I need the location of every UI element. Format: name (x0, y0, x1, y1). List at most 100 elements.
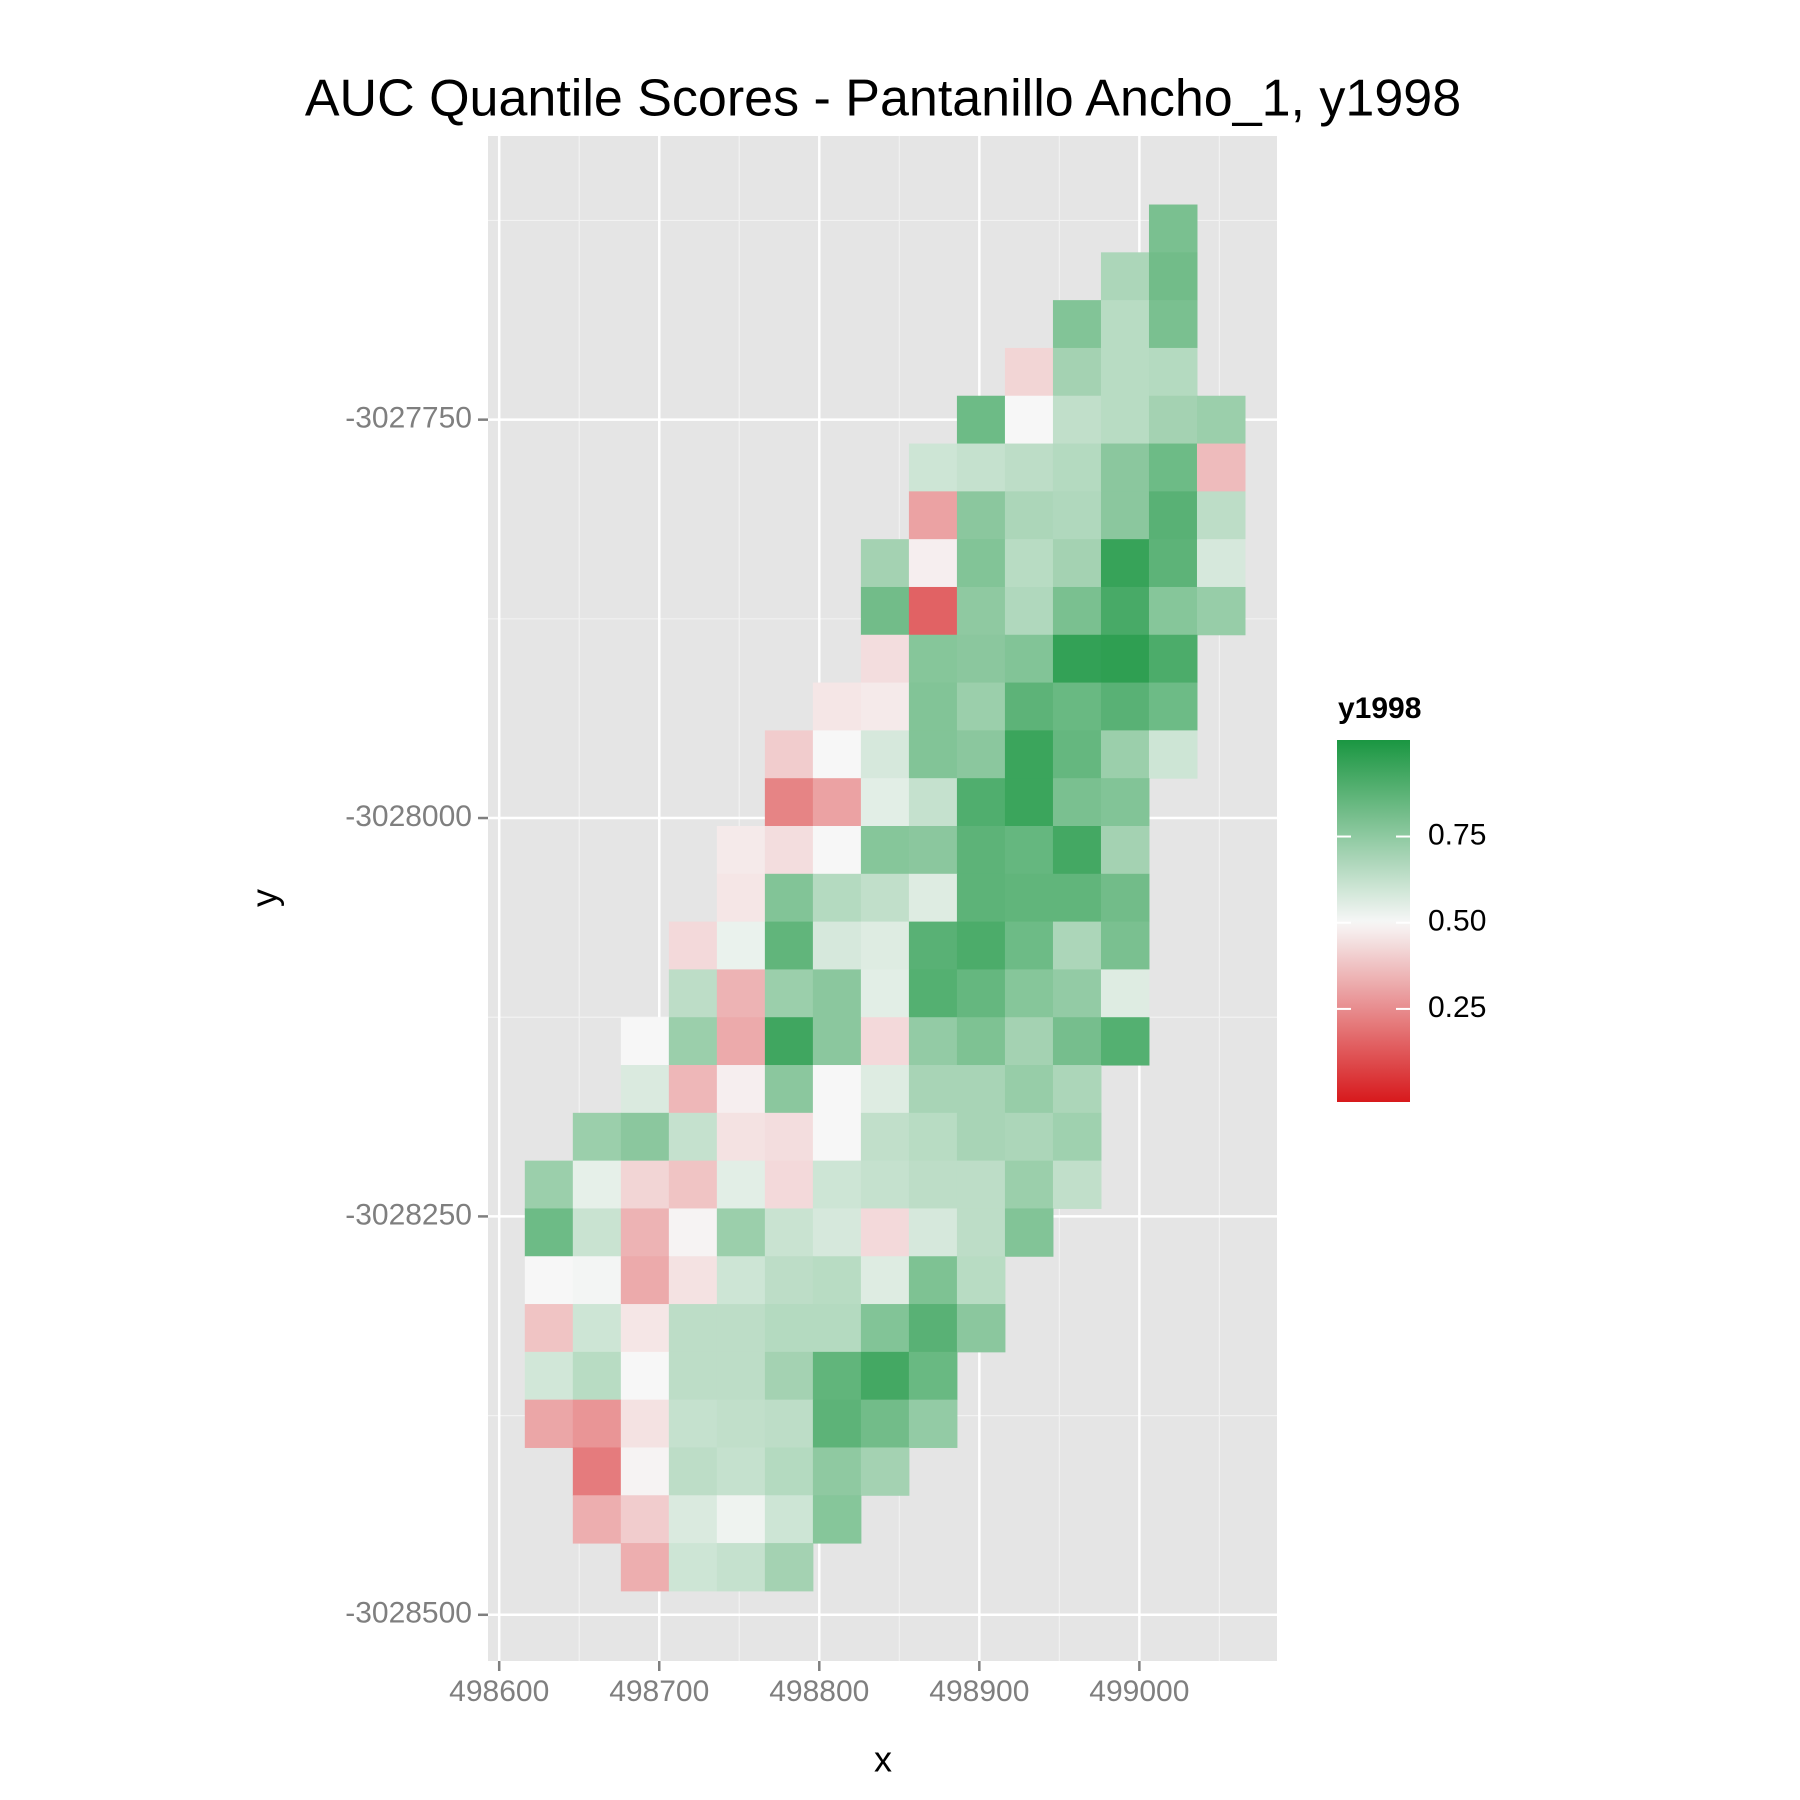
cell (572, 1256, 622, 1305)
cell (620, 1304, 670, 1353)
cell (668, 1304, 718, 1353)
cell (1004, 778, 1054, 827)
cell (956, 634, 1006, 684)
cell (1196, 443, 1246, 492)
cell (908, 921, 958, 970)
cell (668, 1495, 718, 1544)
cell (1148, 539, 1198, 588)
x-tick-label: 498600 (449, 1675, 549, 1708)
cell (668, 1543, 718, 1592)
cell (620, 1017, 670, 1066)
cell (716, 1256, 766, 1305)
cell (1004, 1160, 1054, 1209)
cell (956, 873, 1006, 923)
cell (956, 586, 1006, 636)
cell (860, 1017, 910, 1066)
cell (1052, 347, 1102, 397)
cell (1052, 634, 1102, 684)
cell (1148, 634, 1198, 684)
cell (908, 825, 958, 875)
cell (572, 1399, 622, 1448)
cell (572, 1304, 622, 1353)
y-tick-label: -3027750 (345, 402, 472, 435)
cell (956, 1208, 1006, 1257)
y-tick-label: -3028500 (345, 1597, 472, 1630)
cell (1004, 1208, 1054, 1257)
cell (716, 873, 766, 923)
cell (956, 1112, 1006, 1162)
cell (1004, 634, 1054, 684)
cell (716, 1351, 766, 1401)
cell (620, 1256, 670, 1305)
cell (716, 969, 766, 1018)
cell (668, 1112, 718, 1162)
cell (1100, 347, 1150, 397)
cell (620, 1160, 670, 1209)
cell (860, 825, 910, 875)
cell (764, 1447, 814, 1496)
legend-title: y1998 (1338, 692, 1421, 725)
colorbar-label: 0.50 (1428, 905, 1486, 938)
cell (1052, 443, 1102, 492)
cell (764, 1399, 814, 1448)
cell (764, 1256, 814, 1305)
cell (620, 1495, 670, 1544)
colorbar-label: 0.25 (1428, 991, 1486, 1024)
cell (860, 1256, 910, 1305)
colorbar-label: 0.75 (1428, 818, 1486, 851)
cell (764, 778, 814, 827)
cell (1100, 252, 1150, 301)
cell (1100, 778, 1150, 827)
cell (812, 921, 862, 970)
cell (764, 1495, 814, 1544)
cell (1004, 443, 1054, 492)
cell (908, 1160, 958, 1209)
cell (956, 1160, 1006, 1209)
cell (716, 1065, 766, 1114)
cell (572, 1447, 622, 1496)
cell (572, 1112, 622, 1162)
cell (764, 873, 814, 923)
cell (668, 1399, 718, 1448)
cell (1052, 1065, 1102, 1114)
cell (764, 1208, 814, 1257)
cell (812, 1399, 862, 1448)
cell (860, 1065, 910, 1114)
cell (524, 1160, 574, 1209)
cell (1148, 347, 1198, 397)
cell (812, 825, 862, 875)
cell (956, 1304, 1006, 1353)
cell (1052, 730, 1102, 779)
cell (764, 1543, 814, 1592)
cell (908, 634, 958, 684)
cell (1100, 443, 1150, 492)
cell (812, 1256, 862, 1305)
cell (1052, 1112, 1102, 1162)
cell (1004, 825, 1054, 875)
cell (860, 539, 910, 588)
cell (1100, 1017, 1150, 1066)
cell (1100, 921, 1150, 970)
cell (668, 1351, 718, 1401)
cell (908, 1112, 958, 1162)
cell (1004, 969, 1054, 1018)
cell (716, 1447, 766, 1496)
cell (908, 969, 958, 1018)
cell (1052, 921, 1102, 970)
cell (1196, 539, 1246, 588)
cell (908, 1399, 958, 1448)
cell (860, 969, 910, 1018)
cell (716, 921, 766, 970)
cell (620, 1351, 670, 1401)
colorbar (1337, 740, 1410, 1102)
cell (908, 1256, 958, 1305)
cell (1100, 395, 1150, 445)
cell (668, 1017, 718, 1066)
cell (812, 1304, 862, 1353)
cell (764, 969, 814, 1018)
cell (1100, 873, 1150, 923)
y-tick-label: -3028000 (345, 800, 472, 833)
cell (908, 586, 958, 636)
cell (764, 1160, 814, 1209)
cell (956, 682, 1006, 731)
